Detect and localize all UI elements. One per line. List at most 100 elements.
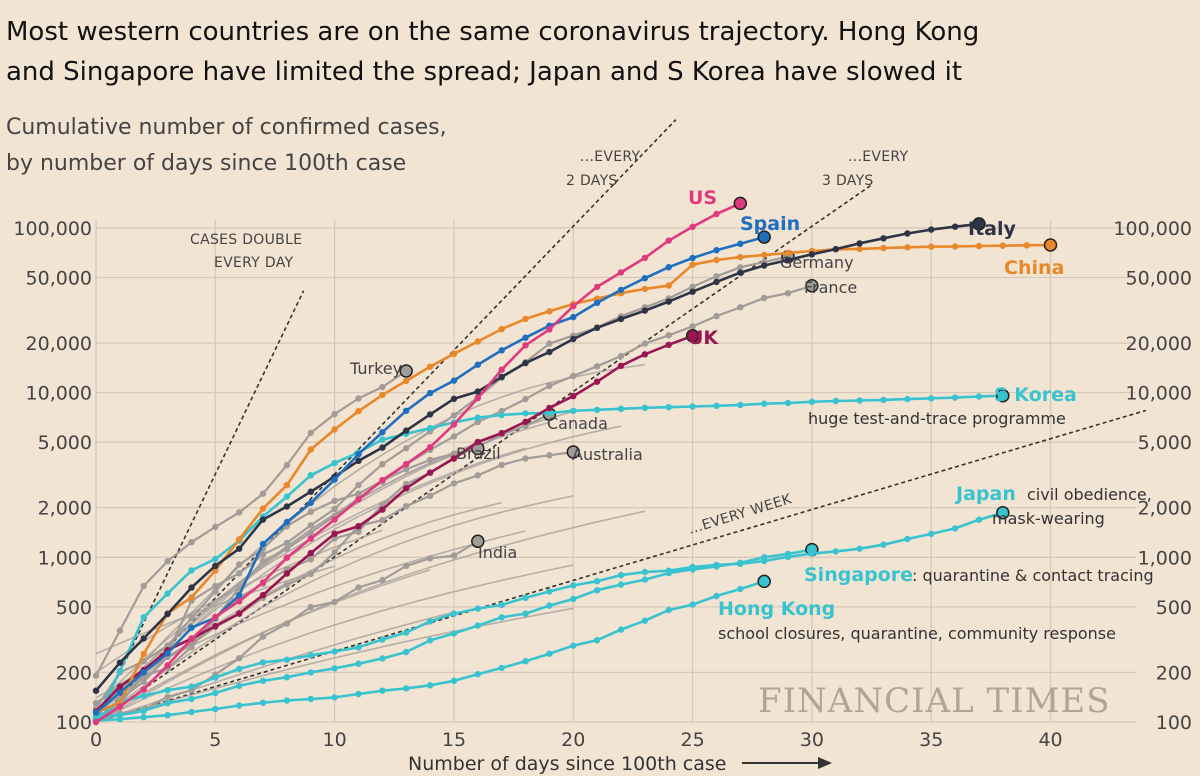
data-point-us-3 xyxy=(164,662,171,669)
x-tick-30: 30 xyxy=(800,729,824,751)
data-point-china-37 xyxy=(975,242,983,250)
data-point-s-korea-9 xyxy=(307,472,314,479)
data-point-china-2 xyxy=(140,650,147,658)
reference-label-2-days-line2: 2 DAYS xyxy=(566,173,618,189)
data-point-uk-8 xyxy=(283,570,291,577)
reference-line-7-day xyxy=(95,409,1147,723)
data-point-italy-11 xyxy=(355,457,362,464)
data-point-spain-25 xyxy=(689,254,696,262)
data-point-uk-17 xyxy=(498,429,505,437)
data-point-s-korea-8 xyxy=(283,493,291,500)
data-point-spain-14 xyxy=(426,389,434,397)
data-point-spain-17 xyxy=(498,347,505,354)
data-point-italy-27 xyxy=(737,269,744,276)
data-point-singapore-23 xyxy=(641,576,649,583)
data-point-france-27 xyxy=(737,304,744,311)
data-point-us-5 xyxy=(212,613,219,621)
data-point-china-35 xyxy=(928,243,935,250)
data-point-australia-15 xyxy=(450,480,458,487)
data-point-hong-kong-26 xyxy=(713,592,720,600)
data-point-china-11 xyxy=(355,408,362,415)
data-point-s-korea-12 xyxy=(379,436,386,443)
data-point-s-korea-5 xyxy=(212,555,219,563)
end-marker-spain xyxy=(757,230,771,244)
data-point-us-9 xyxy=(307,535,314,542)
label-singapore: Singapore xyxy=(804,564,913,586)
data-point-japan-9 xyxy=(307,652,314,659)
y-tick-left-200: 200 xyxy=(56,662,92,684)
data-point-italy-33 xyxy=(880,235,887,242)
data-point-us-17 xyxy=(498,366,505,373)
data-point-s-korea-27 xyxy=(737,401,744,409)
data-point-hong-kong-20 xyxy=(570,642,577,649)
y-tick-right-1000: 1,000 xyxy=(1138,547,1192,569)
data-point-turkey-3 xyxy=(164,558,171,565)
data-point-spain-23 xyxy=(641,275,649,282)
label-s-korea: S Korea xyxy=(994,384,1077,406)
end-marker-china xyxy=(1043,238,1058,252)
data-point-france-25 xyxy=(689,323,696,330)
data-point-china-23 xyxy=(641,285,649,293)
data-point-italy-36 xyxy=(951,223,959,230)
data-point-germany-10 xyxy=(331,505,338,513)
data-point-india-15 xyxy=(450,552,458,559)
data-point-italy-19 xyxy=(546,348,553,356)
data-point-japan-15 xyxy=(450,610,458,617)
data-point-italy-13 xyxy=(403,427,410,434)
data-point-italy-8 xyxy=(283,503,291,510)
data-point-japan-21 xyxy=(593,578,601,585)
data-point-italy-26 xyxy=(713,278,720,286)
data-point-france-28 xyxy=(761,294,768,302)
series-australia xyxy=(92,445,581,721)
y-tick-left-20000: 20,000 xyxy=(26,333,92,355)
data-point-hong-kong-2 xyxy=(140,714,147,721)
data-point-japan-28 xyxy=(761,557,768,565)
data-point-japan-6 xyxy=(236,665,243,673)
data-point-turkey-0 xyxy=(92,672,100,679)
financial-times-logo: FINANCIAL TIMES xyxy=(758,681,1111,721)
label-spain: Spain xyxy=(740,213,800,235)
data-point-france-21 xyxy=(593,363,601,370)
data-point-s-korea-20 xyxy=(570,407,577,414)
data-point-spain-9 xyxy=(307,499,314,507)
series-line-germany xyxy=(95,255,789,705)
data-point-s-korea-36 xyxy=(951,394,959,401)
data-point-hong-kong-10 xyxy=(331,694,338,701)
data-point-japan-23 xyxy=(641,568,649,576)
series-japan xyxy=(92,505,1010,722)
data-point-singapore-14 xyxy=(426,637,434,644)
data-point-uk-22 xyxy=(617,362,625,369)
data-point-s-korea-21 xyxy=(593,406,601,413)
data-point-s-korea-18 xyxy=(522,410,529,417)
data-point-france-18 xyxy=(522,395,529,403)
data-point-hong-kong-12 xyxy=(379,687,386,694)
data-point-hong-kong-7 xyxy=(259,699,267,706)
data-point-brazil-4 xyxy=(188,614,195,622)
data-point-spain-2 xyxy=(140,669,147,676)
data-point-turkey-6 xyxy=(236,509,243,516)
data-point-s-korea-1 xyxy=(116,667,124,675)
data-point-italy-5 xyxy=(212,562,219,569)
data-point-singapore-9 xyxy=(307,669,314,676)
data-point-singapore-16 xyxy=(474,622,481,629)
data-point-spain-7 xyxy=(259,540,267,548)
data-point-s-korea-34 xyxy=(904,395,911,403)
data-point-s-korea-32 xyxy=(856,397,863,404)
data-point-us-12 xyxy=(379,476,386,484)
end-marker-uk xyxy=(685,329,700,343)
data-point-japan-14 xyxy=(426,618,434,625)
data-point-australia-13 xyxy=(403,503,410,510)
data-point-canada-2 xyxy=(140,678,147,685)
data-point-us-10 xyxy=(331,516,338,523)
data-point-japan-11 xyxy=(355,644,362,651)
data-point-italy-6 xyxy=(236,545,243,552)
data-point-china-15 xyxy=(450,350,458,357)
gridlines xyxy=(95,219,1136,723)
data-point-spain-22 xyxy=(617,286,625,294)
end-marker-italy xyxy=(972,217,986,231)
data-point-brazil-3 xyxy=(164,642,171,649)
y-tick-right-5000: 5,000 xyxy=(1138,432,1192,454)
data-point-germany-13 xyxy=(403,445,410,452)
y-tick-right-2000: 2,000 xyxy=(1138,498,1192,520)
series-line-turkey xyxy=(95,370,407,677)
